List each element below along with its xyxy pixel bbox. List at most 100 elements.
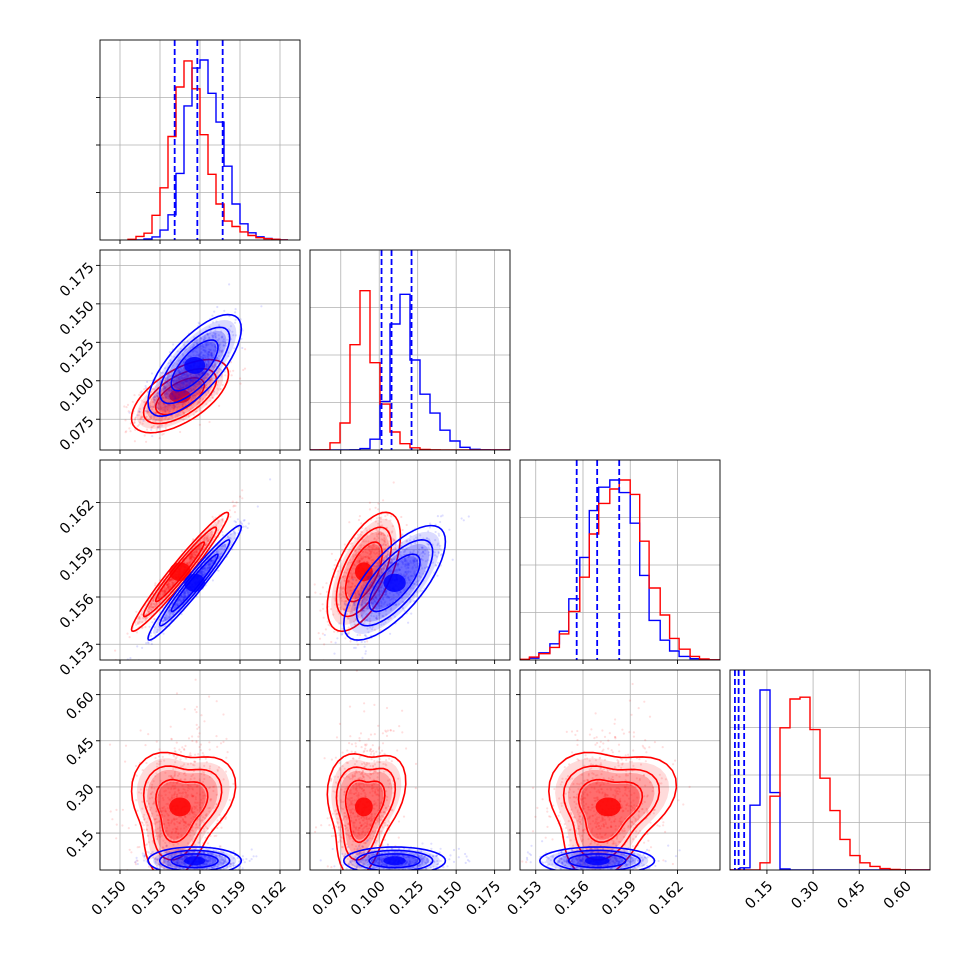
- scatter-point: [336, 570, 339, 573]
- scatter-point: [206, 569, 209, 572]
- scatter-point: [387, 540, 390, 543]
- scatter-point: [392, 539, 395, 542]
- scatter-point: [207, 358, 210, 361]
- scatter-point: [183, 340, 186, 343]
- scatter-point: [199, 409, 203, 412]
- scatter-point: [156, 426, 159, 429]
- scatter-point: [220, 871, 222, 873]
- scatter-point: [207, 391, 210, 395]
- scatter-point: [185, 384, 188, 387]
- scatter-point: [369, 553, 372, 556]
- scatter-point: [195, 375, 198, 378]
- scatter-point: [195, 392, 198, 395]
- scatter-point: [168, 579, 171, 582]
- scatter-point: [209, 342, 212, 345]
- scatter-point: [128, 411, 131, 414]
- scatter-point: [154, 603, 157, 606]
- scatter-point: [214, 878, 216, 880]
- scatter-point: [145, 465, 147, 467]
- scatter-point: [157, 425, 160, 428]
- scatter-point: [365, 535, 368, 538]
- scatter-point: [163, 616, 166, 619]
- scatter-point: [217, 529, 220, 532]
- scatter-point: [340, 608, 343, 611]
- scatter-point: [405, 540, 408, 543]
- scatter-point: [205, 569, 208, 572]
- scatter-point: [151, 426, 154, 429]
- scatter-point: [201, 357, 204, 360]
- scatter-point: [197, 380, 200, 383]
- scatter-point: [390, 536, 393, 539]
- scatter-point: [170, 879, 172, 881]
- scatter-point: [201, 574, 204, 577]
- scatter-point: [188, 390, 191, 393]
- scatter-point: [204, 354, 207, 357]
- scatter-point: [152, 606, 155, 609]
- scatter-point: [191, 553, 194, 556]
- scatter-point: [203, 536, 206, 539]
- scatter-point: [205, 538, 208, 541]
- scatter-point: [186, 388, 189, 391]
- scatter-point: [375, 517, 379, 520]
- scatter-point: [229, 515, 232, 519]
- contour-line: [335, 526, 393, 618]
- scatter-point: [167, 393, 170, 396]
- scatter-point: [181, 353, 184, 356]
- scatter-point: [343, 602, 346, 605]
- scatter-point: [153, 406, 156, 409]
- scatter-point: [374, 506, 377, 509]
- scatter-point: [207, 562, 210, 565]
- scatter-point: [115, 837, 118, 840]
- scatter-point: [349, 586, 352, 589]
- scatter-point: [198, 547, 201, 550]
- scatter-point: [391, 525, 394, 528]
- scatter-point: [383, 538, 386, 541]
- scatter-point: [164, 409, 167, 412]
- scatter-point: [198, 732, 201, 735]
- scatter-point: [184, 403, 187, 406]
- scatter-point: [210, 371, 214, 374]
- scatter-point: [157, 407, 160, 410]
- panel-grid-2-0: [100, 460, 300, 660]
- scatter-point: [137, 414, 140, 417]
- scatter-point: [178, 405, 182, 408]
- scatter-point: [334, 665, 336, 667]
- scatter-point: [160, 424, 163, 427]
- scatter-point: [182, 380, 185, 383]
- contour-line: [344, 541, 384, 603]
- scatter-point: [138, 410, 141, 413]
- scatter-point: [203, 570, 206, 573]
- scatter-point: [340, 549, 344, 552]
- scatter-point: [176, 603, 179, 606]
- scatter-point: [185, 374, 188, 377]
- scatter-point: [232, 505, 235, 508]
- scatter-point: [205, 363, 208, 366]
- scatter-point: [185, 371, 188, 374]
- scatter-point: [332, 613, 335, 616]
- scatter-point: [141, 422, 144, 425]
- scatter-point: [379, 592, 382, 595]
- scatter-point: [156, 392, 159, 395]
- scatter-point: [139, 407, 142, 410]
- scatter-point: [150, 608, 153, 611]
- scatter-point: [217, 520, 220, 523]
- scatter-point: [188, 383, 191, 386]
- contour-line: [158, 538, 231, 627]
- scatter-point: [167, 585, 170, 589]
- scatter-point: [188, 561, 191, 565]
- scatter-point: [210, 559, 213, 563]
- scatter-point: [233, 504, 236, 507]
- scatter-point: [201, 569, 204, 573]
- scatter-point: [135, 610, 138, 613]
- scatter-point: [128, 848, 131, 851]
- scatter-point: [168, 613, 172, 616]
- scatter-point: [166, 407, 169, 411]
- scatter-point: [366, 560, 369, 564]
- scatter-point: [158, 595, 161, 598]
- scatter-point: [163, 396, 166, 399]
- scatter-point: [171, 364, 174, 367]
- scatter-point: [204, 543, 207, 546]
- scatter-point: [260, 305, 263, 308]
- scatter-point: [191, 394, 194, 397]
- scatter-point: [199, 749, 202, 752]
